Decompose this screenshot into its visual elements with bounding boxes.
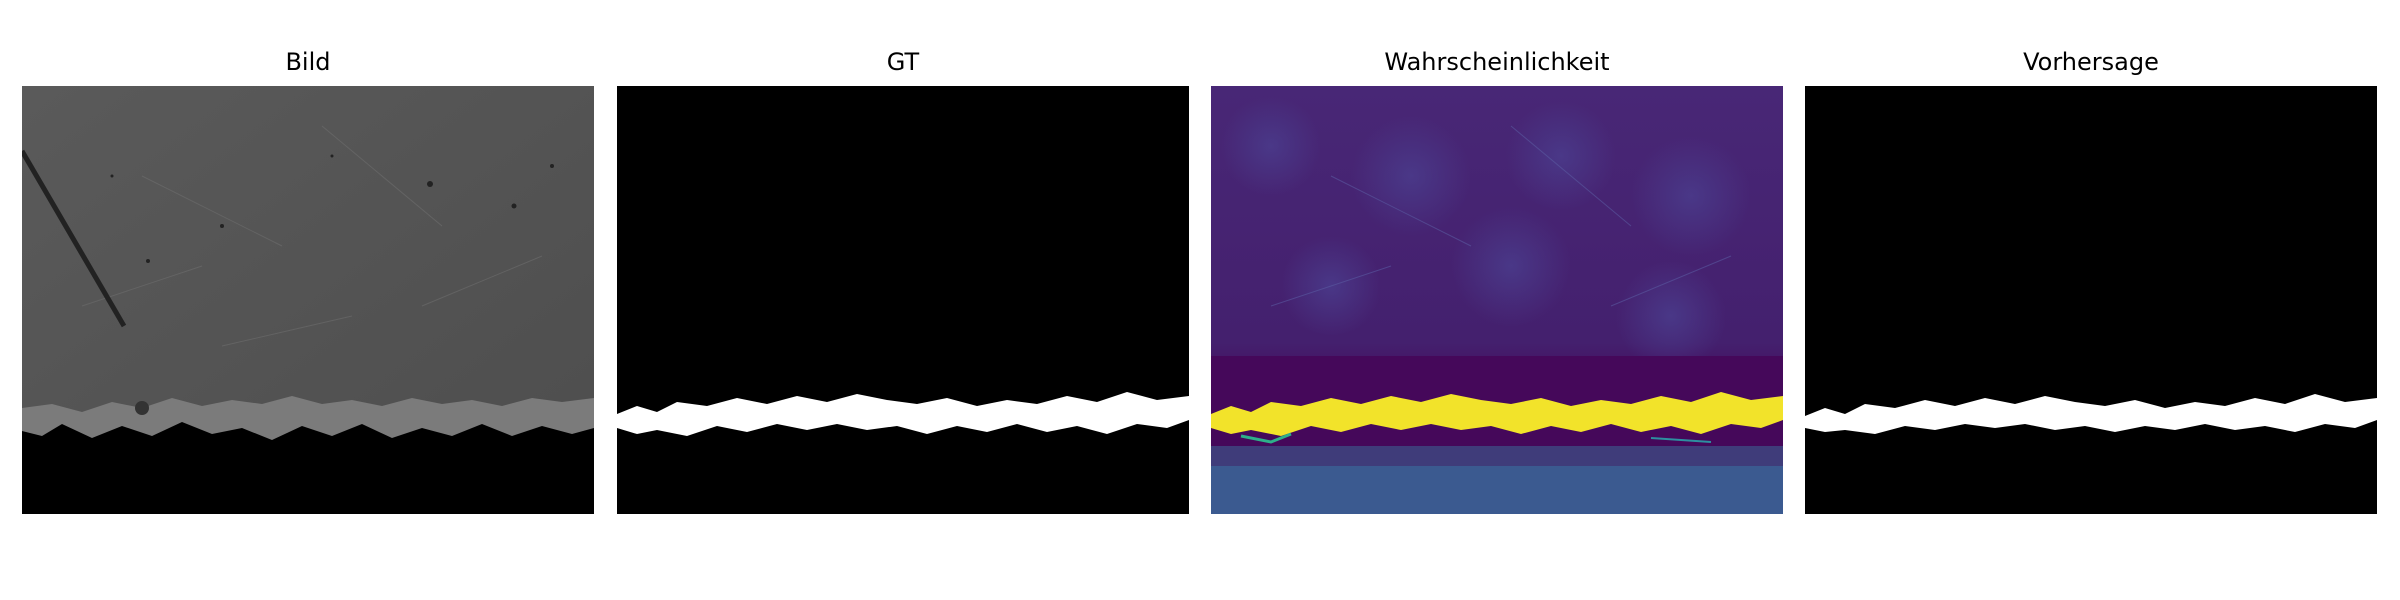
probability-map (1211, 86, 1783, 514)
panel-title-vorhersage: Vorhersage (2023, 48, 2159, 76)
micrograph-image (22, 86, 594, 514)
image-panel-vorhersage (1805, 86, 2377, 514)
prediction-mask (1805, 86, 2377, 514)
image-panel-bild (22, 86, 594, 514)
panel-title-bild: Bild (285, 48, 331, 76)
image-panel-wahrscheinlichkeit (1211, 86, 1783, 514)
panel-title-gt: GT (886, 48, 920, 76)
ground-truth-mask (617, 86, 1189, 514)
panel-title-wahrscheinlichkeit: Wahrscheinlichkeit (1384, 48, 1610, 76)
image-panel-gt (617, 86, 1189, 514)
